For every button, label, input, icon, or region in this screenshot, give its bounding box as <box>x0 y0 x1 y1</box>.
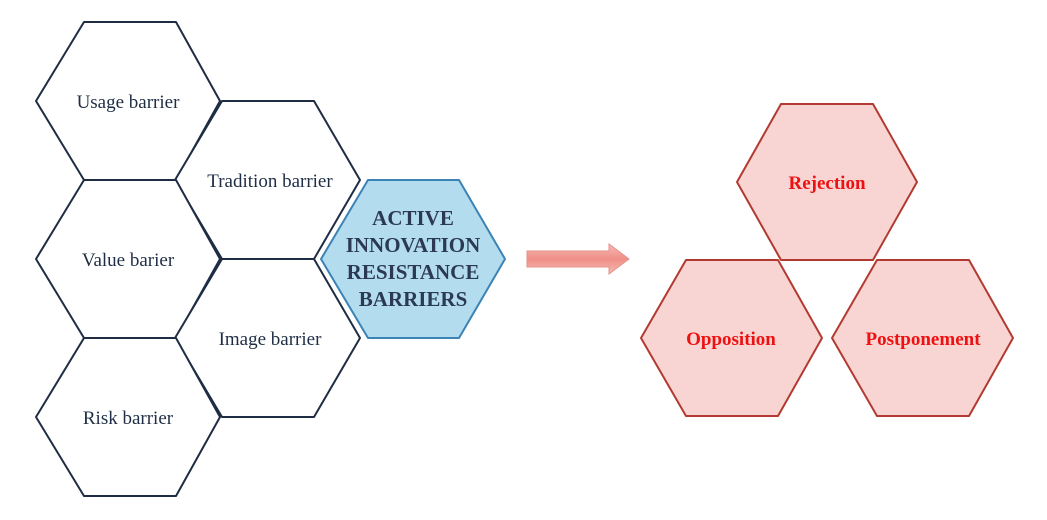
hex-rejection: Rejection <box>736 103 918 261</box>
center-line-4: BARRIERS <box>359 287 468 311</box>
hex-shape <box>640 259 823 417</box>
center-line-2: INNOVATION <box>346 233 481 257</box>
hex-tradition-barrier: Tradition barrier <box>174 100 361 260</box>
risk-barrier-label: Risk barrier <box>83 408 174 429</box>
hex-usage-barrier: Usage barrier <box>35 21 221 181</box>
right-arrow-icon <box>526 243 630 275</box>
center-line-3: RESISTANCE <box>347 260 480 284</box>
image-barrier-label: Image barrier <box>219 329 323 350</box>
postponement-label: Postponement <box>865 329 981 350</box>
hex-shape <box>320 179 506 339</box>
rejection-label: Rejection <box>788 173 865 194</box>
hex-risk-barrier: Risk barrier <box>35 337 221 497</box>
hex-image-barrier: Image barrier <box>174 258 361 418</box>
opposition-label: Opposition <box>686 329 776 350</box>
hex-postponement: Postponement <box>831 259 1014 417</box>
hex-active-innovation-resistance-barriers: ACTIVE INNOVATION RESISTANCE BARRIERS <box>320 179 506 339</box>
usage-barrier-label: Usage barrier <box>77 92 181 113</box>
hex-shape <box>736 103 918 261</box>
hex-shape <box>35 337 221 497</box>
center-line-1: ACTIVE <box>372 206 454 230</box>
hex-shape <box>831 259 1014 417</box>
tradition-barrier-label: Tradition barrier <box>207 171 333 192</box>
value-barrier-label: Value barier <box>82 250 175 271</box>
hex-opposition: Opposition <box>640 259 823 417</box>
hex-shape <box>174 258 361 418</box>
